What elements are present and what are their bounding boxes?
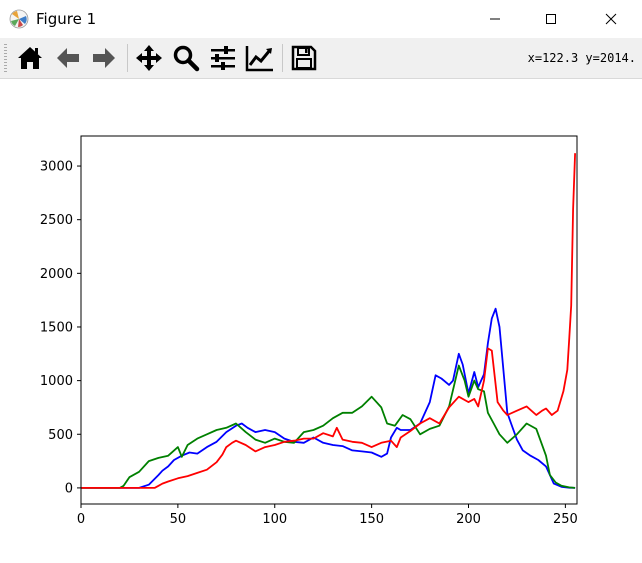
home-button[interactable] <box>14 42 46 74</box>
minimize-icon <box>490 18 500 20</box>
histogram-chart: 0 50 100 150 200 250 0 500 1000 1500 2000 2500 3000 <box>40 135 578 527</box>
pan-button[interactable] <box>133 42 165 74</box>
x-tick-label: 200 <box>456 512 481 527</box>
figure-canvas[interactable]: 0 50 100 150 200 250 0 500 1000 1500 2000 2500 3000 <box>0 79 642 559</box>
maximize-button[interactable] <box>528 0 574 38</box>
x-tick-label: 100 <box>262 512 287 527</box>
zoom-button[interactable] <box>170 42 202 74</box>
series-line-1 <box>81 364 576 489</box>
y-tick-label: 0 <box>65 481 73 496</box>
forward-icon <box>93 48 115 68</box>
matplotlib-logo-icon <box>9 9 29 29</box>
x-tick-label: 50 <box>170 512 187 527</box>
forward-button[interactable] <box>88 42 120 74</box>
series-lines <box>81 153 576 489</box>
y-tick-label: 2000 <box>40 267 73 282</box>
x-axis-ticks: 0 50 100 150 200 250 <box>77 504 578 527</box>
maximize-icon <box>546 14 556 24</box>
home-icon <box>18 47 42 69</box>
x-tick-label: 0 <box>77 512 85 527</box>
title-bar: Figure 1 <box>0 0 642 38</box>
y-tick-label: 3000 <box>40 160 73 175</box>
minimize-button[interactable] <box>472 0 518 38</box>
series-line-2 <box>81 153 576 489</box>
save-button[interactable] <box>288 42 320 74</box>
save-icon <box>291 45 317 71</box>
x-tick-label: 150 <box>359 512 384 527</box>
y-tick-label: 2500 <box>40 213 73 228</box>
y-tick-label: 500 <box>48 428 73 443</box>
zoom-icon <box>173 45 200 72</box>
back-icon <box>57 48 79 68</box>
edit-axis-button[interactable] <box>244 42 276 74</box>
configure-subplots-icon <box>211 46 235 70</box>
edit-axis-icon <box>245 46 273 72</box>
toolbar-separator <box>282 44 283 72</box>
close-icon <box>605 13 617 25</box>
cursor-coordinates: x=122.3 y=2014. <box>527 51 636 65</box>
toolbar-grip <box>4 44 7 72</box>
series-line-0 <box>81 307 576 489</box>
close-button[interactable] <box>588 0 634 38</box>
navigation-toolbar: x=122.3 y=2014. <box>0 38 642 79</box>
y-tick-label: 1000 <box>40 374 73 389</box>
window-title: Figure 1 <box>36 10 97 28</box>
configure-subplots-button[interactable] <box>207 42 239 74</box>
axes-frame <box>80 135 578 505</box>
back-button[interactable] <box>52 42 84 74</box>
pan-icon <box>136 45 162 71</box>
y-tick-label: 1500 <box>40 320 73 335</box>
y-axis-ticks: 0 500 1000 1500 2000 2500 3000 <box>40 160 81 496</box>
x-tick-label: 250 <box>553 512 578 527</box>
toolbar-separator <box>127 44 128 72</box>
